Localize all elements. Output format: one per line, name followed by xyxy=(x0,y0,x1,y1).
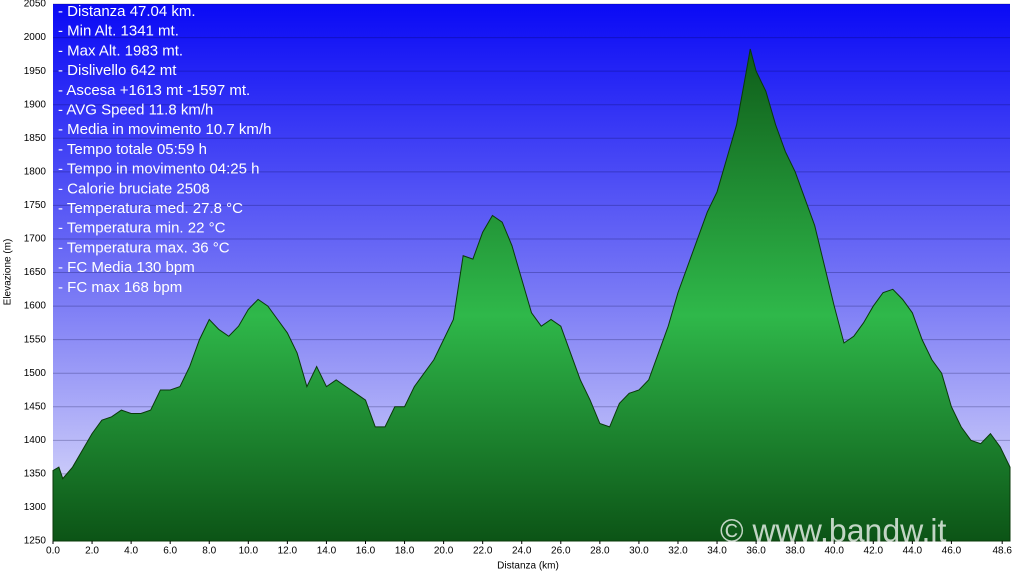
x-tick-label: 30.0 xyxy=(629,546,649,557)
x-tick-label: 6.0 xyxy=(163,546,177,557)
y-tick-label: 1300 xyxy=(24,502,47,513)
x-tick-label: 18.0 xyxy=(395,546,415,557)
stat-line: - FC Media 130 bpm xyxy=(58,259,195,276)
stat-line: - Distanza 47.04 km. xyxy=(58,3,196,20)
x-tick-label: 44.0 xyxy=(903,546,923,557)
stat-line: - Temperatura med. 27.8 °C xyxy=(58,200,243,217)
y-tick-label: 1550 xyxy=(24,334,47,345)
x-tick-label: 8.0 xyxy=(202,546,216,557)
x-tick-label: 26.0 xyxy=(551,546,571,557)
x-tick-label: 48.6 xyxy=(992,546,1012,557)
y-tick-label: 1850 xyxy=(24,133,47,144)
stat-line: - Temperatura max. 36 °C xyxy=(58,239,230,256)
x-tick-label: 14.0 xyxy=(317,546,337,557)
x-tick-label: 20.0 xyxy=(434,546,454,557)
y-tick-label: 1800 xyxy=(24,166,47,177)
watermark: © www.bandw.it xyxy=(720,512,946,548)
y-axis-label: Elevazione (m) xyxy=(3,239,14,306)
stat-line: - Tempo in movimento 04:25 h xyxy=(58,161,260,178)
stat-line: - Dislivello 642 mt xyxy=(58,62,177,79)
x-tick-label: 16.0 xyxy=(356,546,376,557)
elevation-area xyxy=(52,48,1011,542)
x-tick-label: 38.0 xyxy=(785,546,805,557)
x-tick-label: 36.0 xyxy=(746,546,766,557)
stat-line: - Max Alt. 1983 mt. xyxy=(58,42,183,59)
stat-line: - Media in movimento 10.7 km/h xyxy=(58,121,271,138)
x-tick-label: 10.0 xyxy=(239,546,259,557)
x-tick-label: 46.0 xyxy=(942,546,962,557)
x-tick-label: 34.0 xyxy=(707,546,727,557)
stat-line: - FC max 168 bpm xyxy=(58,279,182,296)
x-tick-label: 0.0 xyxy=(46,546,60,557)
x-tick-label: 12.0 xyxy=(278,546,298,557)
x-tick-label: 2.0 xyxy=(85,546,99,557)
stat-line: - AVG Speed 11.8 km/h xyxy=(58,101,213,118)
x-tick-label: 22.0 xyxy=(473,546,493,557)
y-tick-label: 2000 xyxy=(24,32,47,43)
y-tick-label: 1450 xyxy=(24,401,47,412)
y-tick-label: 1600 xyxy=(24,301,47,312)
stat-line: - Tempo totale 05:59 h xyxy=(58,141,207,158)
x-tick-label: 4.0 xyxy=(124,546,138,557)
x-axis-label: Distanza (km) xyxy=(497,561,559,572)
stat-line: - Ascesa +1613 mt -1597 mt. xyxy=(58,82,250,99)
y-tick-label: 1900 xyxy=(24,99,47,110)
stat-line: - Temperatura min. 22 °C xyxy=(58,220,226,237)
x-tick-label: 42.0 xyxy=(864,546,884,557)
y-tick-label: 1250 xyxy=(24,536,47,547)
y-tick-label: 1950 xyxy=(24,66,47,77)
stat-line: - Calorie bruciate 2508 xyxy=(58,180,210,197)
y-tick-label: 1350 xyxy=(24,469,47,480)
x-tick-label: 24.0 xyxy=(512,546,532,557)
x-tick-label: 32.0 xyxy=(668,546,688,557)
stat-line: - Min Alt. 1341 mt. xyxy=(58,23,179,40)
y-tick-label: 1400 xyxy=(24,435,47,446)
y-tick-label: 2050 xyxy=(24,0,47,10)
y-tick-label: 1500 xyxy=(24,368,47,379)
y-tick-label: 1750 xyxy=(24,200,47,211)
y-tick-label: 1700 xyxy=(24,234,47,245)
x-tick-label: 28.0 xyxy=(590,546,610,557)
x-tick-label: 40.0 xyxy=(824,546,844,557)
y-tick-label: 1650 xyxy=(24,267,47,278)
